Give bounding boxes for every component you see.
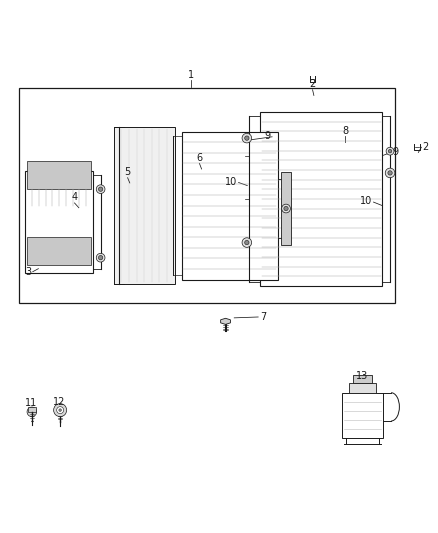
Bar <box>260 112 382 286</box>
Circle shape <box>99 255 103 260</box>
Bar <box>19 88 395 303</box>
Text: 4: 4 <box>71 192 78 202</box>
Circle shape <box>385 168 395 177</box>
Text: 7: 7 <box>260 312 267 322</box>
Circle shape <box>59 409 61 411</box>
Text: 3: 3 <box>25 266 31 277</box>
Text: 10: 10 <box>360 196 372 206</box>
Text: 9: 9 <box>392 148 398 157</box>
Circle shape <box>245 136 249 140</box>
Text: 6: 6 <box>196 153 202 163</box>
Circle shape <box>27 407 37 417</box>
Circle shape <box>245 240 249 245</box>
Bar <box>281 172 291 245</box>
Circle shape <box>242 238 252 247</box>
Circle shape <box>386 147 394 155</box>
Bar <box>342 393 383 439</box>
Circle shape <box>388 171 392 175</box>
Text: 11: 11 <box>25 398 37 408</box>
Text: 5: 5 <box>124 167 131 177</box>
Circle shape <box>242 133 252 143</box>
Text: 13: 13 <box>356 370 368 381</box>
Bar <box>25 171 93 273</box>
Bar <box>182 132 278 279</box>
Circle shape <box>99 187 103 191</box>
Bar <box>28 407 36 412</box>
Text: 9: 9 <box>264 131 270 141</box>
Bar <box>353 375 372 383</box>
Text: 1: 1 <box>187 70 194 80</box>
Circle shape <box>96 185 105 193</box>
Circle shape <box>389 149 392 153</box>
Circle shape <box>53 403 67 417</box>
Bar <box>114 127 175 284</box>
Polygon shape <box>221 318 230 325</box>
Text: 2: 2 <box>310 79 316 90</box>
Circle shape <box>284 206 288 211</box>
Circle shape <box>57 407 64 414</box>
Bar <box>27 237 92 265</box>
Text: 8: 8 <box>342 126 348 136</box>
Circle shape <box>96 253 105 262</box>
Text: 10: 10 <box>225 176 237 187</box>
Circle shape <box>282 204 290 213</box>
Bar <box>27 161 92 189</box>
Text: 2: 2 <box>423 142 429 152</box>
Bar <box>349 383 376 393</box>
Text: 12: 12 <box>53 397 65 407</box>
